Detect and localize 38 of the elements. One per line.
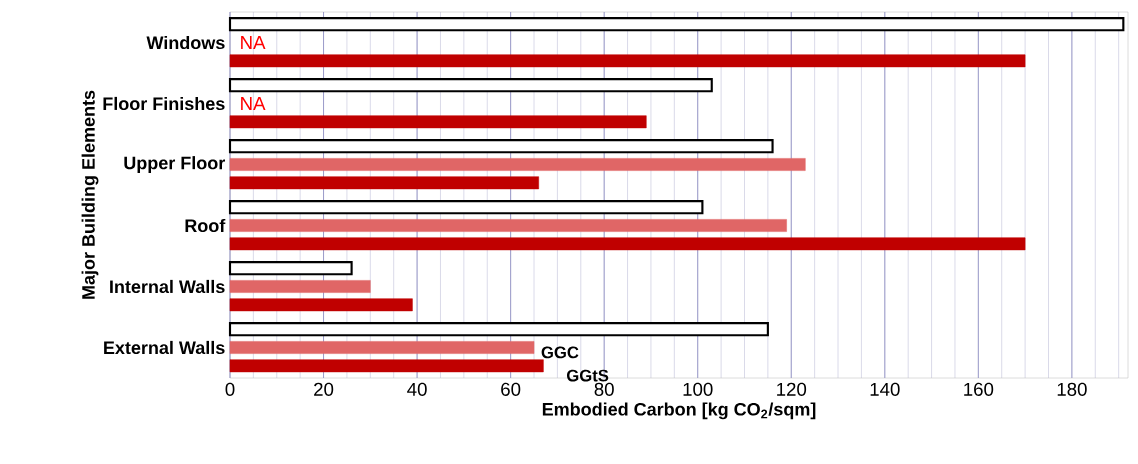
x-tick-label: 120 — [777, 382, 807, 396]
annotation: NA — [241, 97, 266, 110]
y-tick-label: Windows — [146, 35, 225, 50]
bar — [228, 200, 704, 215]
x-tick-label: 60 — [501, 382, 521, 396]
series-label: GGtS — [566, 369, 609, 382]
y-axis-title: Major Building Elements — [81, 90, 99, 299]
x-tick-label: 180 — [1057, 382, 1087, 396]
x-axis-title: Embodied Carbon [kg CO$_{2}$/sqm] — [542, 402, 816, 420]
bar — [229, 237, 1026, 251]
bar — [229, 54, 1026, 68]
x-tick-label: 0 — [225, 382, 235, 396]
bar — [229, 298, 413, 312]
bar — [229, 341, 535, 354]
bar — [229, 176, 539, 190]
bar — [228, 261, 353, 276]
series-label: GGC — [541, 346, 579, 359]
bar — [229, 280, 371, 293]
x-tick-label: 20 — [314, 382, 334, 396]
y-tick-label: External Walls — [104, 340, 225, 355]
x-tick-label: 100 — [683, 382, 713, 396]
y-tick-label: Roof — [185, 218, 226, 233]
bar — [229, 219, 787, 232]
bar — [228, 78, 713, 93]
x-tick-label: 160 — [964, 382, 994, 396]
x-tick-label: 140 — [870, 382, 900, 396]
y-tick-label: Upper Floor — [124, 156, 226, 173]
x-tick-label: 80 — [594, 382, 614, 396]
bar — [229, 158, 806, 171]
y-tick-label: Floor Finishes — [103, 96, 225, 111]
annotation: NA — [241, 36, 266, 49]
bar — [229, 115, 647, 129]
bar — [229, 359, 544, 373]
bar — [228, 322, 769, 337]
bar — [228, 139, 774, 154]
y-tick-label: Internal Walls — [110, 279, 225, 294]
bar — [228, 17, 1125, 32]
x-tick-label: 40 — [407, 382, 427, 396]
